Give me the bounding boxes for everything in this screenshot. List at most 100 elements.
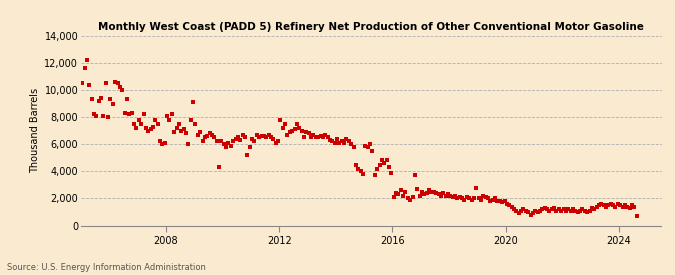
Point — [157, 142, 168, 146]
Point — [219, 142, 230, 146]
Point — [181, 131, 192, 136]
Point — [448, 195, 458, 199]
Point — [433, 192, 444, 197]
Point — [82, 58, 92, 62]
Point — [468, 196, 479, 200]
Point — [325, 138, 335, 142]
Point — [209, 135, 220, 140]
Point — [313, 135, 323, 140]
Point — [350, 162, 361, 167]
Point — [331, 137, 342, 141]
Point — [454, 195, 465, 199]
Point — [577, 207, 588, 211]
Point — [492, 199, 503, 203]
Point — [261, 135, 271, 140]
Point — [227, 139, 238, 144]
Point — [572, 210, 583, 214]
Point — [386, 170, 397, 175]
Point — [457, 196, 468, 200]
Point — [211, 139, 222, 144]
Point — [617, 204, 628, 209]
Point — [483, 196, 493, 200]
Point — [292, 122, 302, 126]
Point — [402, 196, 413, 200]
Point — [279, 122, 290, 126]
Point — [188, 100, 198, 104]
Point — [476, 197, 487, 202]
Point — [412, 187, 423, 191]
Point — [410, 173, 421, 178]
Point — [416, 189, 427, 194]
Point — [315, 134, 326, 138]
Point — [485, 199, 496, 203]
Point — [445, 194, 456, 198]
Point — [176, 128, 187, 133]
Point — [251, 133, 262, 137]
Point — [452, 196, 463, 200]
Point — [124, 112, 135, 117]
Point — [246, 137, 257, 141]
Point — [435, 194, 446, 198]
Point — [197, 139, 208, 144]
Point — [379, 161, 389, 165]
Point — [522, 210, 533, 214]
Point — [346, 142, 356, 146]
Point — [511, 208, 522, 213]
Point — [560, 208, 571, 213]
Point — [303, 131, 314, 136]
Point — [367, 149, 378, 153]
Point — [364, 142, 375, 146]
Point — [626, 203, 637, 207]
Point — [348, 145, 359, 149]
Point — [79, 66, 90, 70]
Point — [518, 207, 529, 211]
Point — [186, 118, 196, 122]
Point — [362, 145, 373, 149]
Point — [556, 208, 566, 213]
Point — [355, 169, 366, 174]
Point — [535, 208, 545, 213]
Point — [516, 208, 526, 213]
Point — [353, 166, 364, 171]
Point — [549, 206, 560, 210]
Point — [145, 127, 156, 131]
Y-axis label: Thousand Barrels: Thousand Barrels — [30, 88, 40, 173]
Point — [603, 203, 614, 207]
Point — [155, 139, 165, 144]
Point — [466, 197, 477, 202]
Point — [119, 111, 130, 115]
Point — [471, 185, 482, 190]
Point — [339, 141, 350, 145]
Point — [530, 208, 541, 213]
Point — [570, 208, 580, 213]
Point — [242, 153, 252, 157]
Point — [183, 142, 194, 146]
Point — [563, 207, 574, 211]
Point — [273, 139, 284, 144]
Point — [301, 130, 312, 134]
Title: Monthly West Coast (PADD 5) Refinery Net Production of Other Conventional Motor : Monthly West Coast (PADD 5) Refinery Net… — [99, 22, 644, 32]
Point — [591, 204, 602, 209]
Point — [169, 130, 180, 134]
Point — [322, 135, 333, 140]
Point — [207, 133, 217, 137]
Point — [587, 206, 597, 210]
Point — [497, 200, 508, 205]
Point — [429, 189, 439, 194]
Point — [481, 195, 491, 199]
Point — [438, 191, 449, 195]
Point — [541, 207, 552, 211]
Point — [327, 139, 338, 144]
Point — [459, 197, 470, 202]
Point — [287, 128, 298, 133]
Point — [504, 203, 515, 207]
Point — [336, 139, 347, 144]
Point — [424, 188, 435, 192]
Point — [202, 134, 213, 138]
Point — [320, 133, 331, 137]
Point — [596, 202, 607, 206]
Point — [593, 203, 604, 207]
Point — [565, 208, 576, 213]
Point — [122, 97, 132, 102]
Point — [275, 118, 286, 122]
